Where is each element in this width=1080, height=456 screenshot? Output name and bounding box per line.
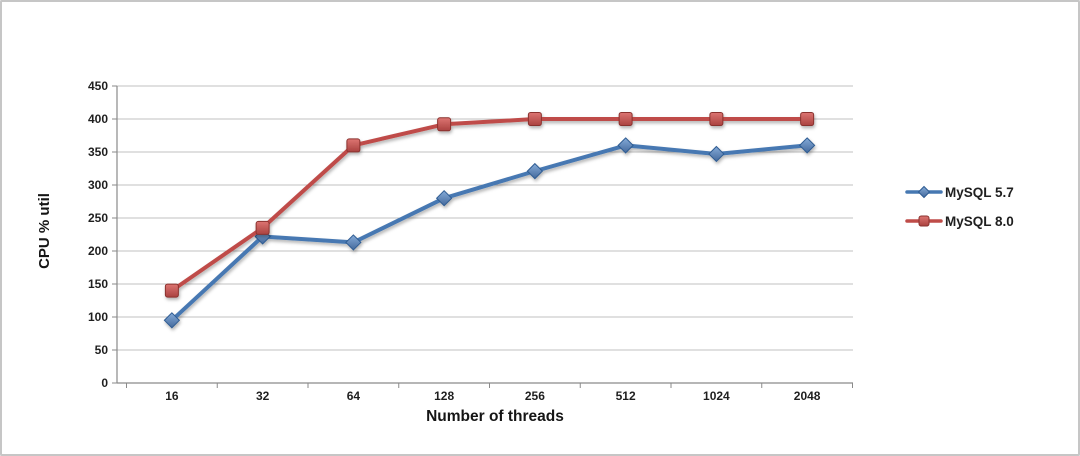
y-tick-label: 250 — [88, 211, 108, 225]
data-point-square — [918, 215, 930, 227]
legend-item-mysql-5-7: MySQL 5.7 — [905, 183, 1014, 201]
x-tick-label: 2048 — [794, 389, 821, 403]
data-point-square — [800, 112, 815, 126]
x-tick-label: 128 — [434, 389, 454, 403]
y-tick-label: 0 — [101, 376, 108, 390]
legend: MySQL 5.7 MySQL 8.0 — [905, 183, 1014, 230]
data-point-square — [437, 117, 452, 132]
data-point-diamond — [526, 162, 544, 180]
x-tick-label: 16 — [165, 389, 179, 403]
legend-item-mysql-8-0: MySQL 8.0 — [905, 212, 1014, 230]
data-point-square — [618, 112, 633, 126]
y-tick-label: 300 — [88, 178, 108, 192]
x-tick-label: 512 — [616, 389, 636, 403]
y-axis-title: CPU % util — [36, 193, 53, 269]
x-tick-label: 32 — [256, 389, 270, 403]
data-point-square — [164, 283, 179, 298]
data-point-diamond — [617, 137, 634, 154]
legend-label-mysql-5-7: MySQL 5.7 — [945, 184, 1014, 200]
y-tick-label: 100 — [88, 310, 108, 324]
data-point-diamond — [917, 185, 931, 199]
data-point-square — [255, 220, 270, 235]
series-line — [169, 143, 810, 323]
y-tick-label: 350 — [88, 145, 108, 159]
y-tick-label: 50 — [95, 343, 109, 357]
legend-label-mysql-8-0: MySQL 8.0 — [945, 213, 1014, 229]
data-point-square — [527, 112, 542, 126]
series-line — [169, 117, 810, 293]
data-point-diamond — [435, 189, 453, 207]
x-axis-title: Number of threads — [426, 408, 564, 425]
y-tick-label: 450 — [88, 79, 108, 93]
data-point-square — [346, 138, 361, 153]
x-tick-label: 64 — [347, 389, 361, 403]
legend-sample-square-line — [905, 215, 943, 227]
y-tick-label: 400 — [88, 112, 108, 126]
x-tick-label: 256 — [525, 389, 545, 403]
data-point-diamond — [798, 137, 816, 154]
data-point-square — [709, 112, 724, 126]
x-tick-label: 1024 — [703, 389, 730, 403]
data-point-diamond — [163, 312, 181, 329]
legend-sample-diamond-line — [905, 185, 943, 199]
y-tick-label: 200 — [88, 244, 108, 258]
data-point-diamond — [345, 234, 362, 251]
series-mysql-8-0 — [164, 112, 815, 298]
y-tick-label: 150 — [88, 277, 108, 291]
data-point-diamond — [708, 145, 725, 163]
series-mysql-5-7 — [163, 137, 816, 329]
